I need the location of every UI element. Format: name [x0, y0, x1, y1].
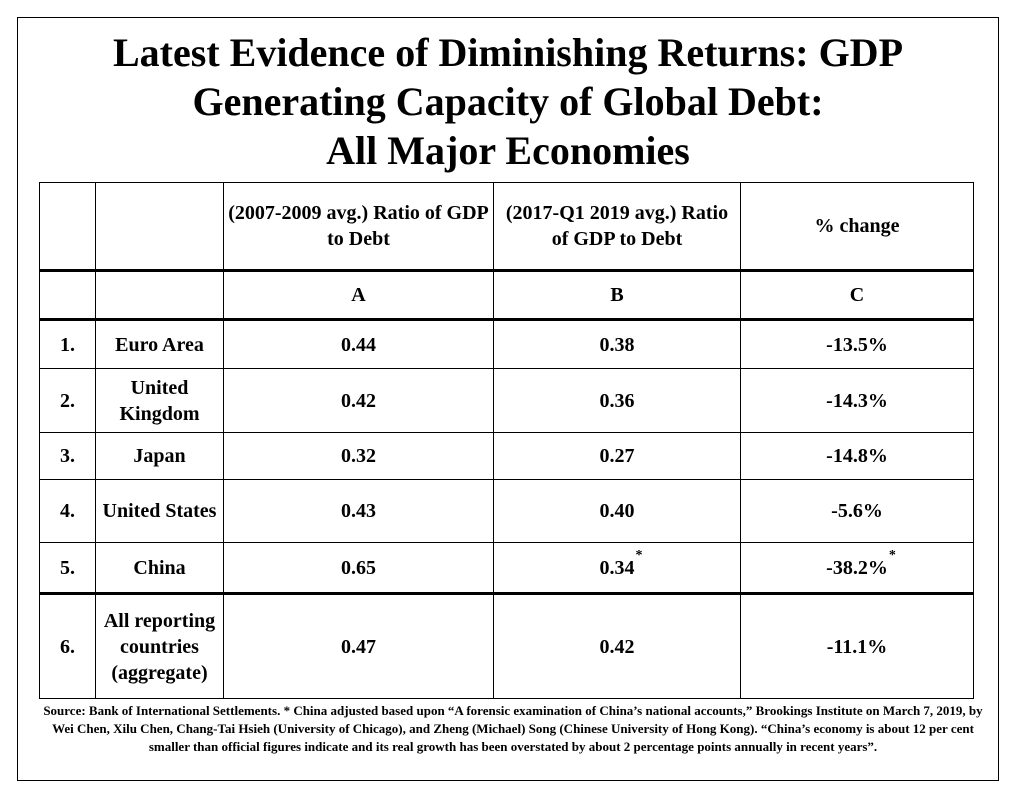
source-note: Source: Bank of International Settlement…: [43, 703, 983, 754]
table-row: 3. Japan 0.32 0.27 -14.8%: [39, 432, 974, 480]
value-c: -11.1%: [740, 593, 974, 699]
header-blank-country: [95, 182, 224, 272]
value-b: 0.27: [493, 432, 741, 480]
value-c: -5.6%: [740, 479, 974, 543]
title-line-1: Latest Evidence of Diminishing Returns: …: [113, 30, 903, 75]
table-row: 2. United Kingdom 0.42 0.36 -14.3%: [39, 368, 974, 433]
table-row: 1. Euro Area 0.44 0.38 -13.5%: [39, 319, 974, 369]
country-name: Japan: [95, 432, 224, 480]
header-blank-num: [39, 182, 96, 272]
letter-row: A B C: [39, 270, 974, 321]
value-b-starred: 0.34 *: [599, 548, 643, 579]
value-a: 0.44: [223, 319, 494, 369]
letter-blank-country: [95, 270, 224, 321]
row-number: 1.: [39, 319, 96, 369]
value-b: 0.34: [599, 556, 635, 579]
value-b: 0.36: [493, 368, 741, 433]
asterisk-mark: *: [888, 547, 896, 563]
value-c-starred: -38.2% *: [826, 548, 896, 579]
title-line-3: All Major Economies: [326, 128, 690, 173]
letter-b: B: [493, 270, 741, 321]
country-name: All reporting countries (aggregate): [95, 593, 224, 699]
value-c-cell: -38.2% *: [740, 542, 974, 595]
row-number: 5.: [39, 542, 96, 595]
value-a: 0.43: [223, 479, 494, 543]
header-row: (2007-2009 avg.) Ratio of GDP to Debt (2…: [39, 182, 974, 272]
value-b: 0.38: [493, 319, 741, 369]
page-title: Latest Evidence of Diminishing Returns: …: [17, 28, 999, 175]
table-row: 5. China 0.65 0.34 * -38.2% *: [39, 542, 974, 595]
row-number: 4.: [39, 479, 96, 543]
letter-blank-num: [39, 270, 96, 321]
row-number: 3.: [39, 432, 96, 480]
country-name: China: [95, 542, 224, 595]
page-frame: [17, 17, 999, 781]
header-col-a: (2007-2009 avg.) Ratio of GDP to Debt: [223, 182, 494, 272]
row-number: 2.: [39, 368, 96, 433]
value-b: 0.40: [493, 479, 741, 543]
table-row: 6. All reporting countries (aggregate) 0…: [39, 593, 974, 699]
letter-a: A: [223, 270, 494, 321]
value-c: -38.2%: [826, 556, 888, 579]
country-name: United Kingdom: [95, 368, 224, 433]
value-b-cell: 0.34 *: [493, 542, 741, 595]
value-a: 0.32: [223, 432, 494, 480]
gdp-debt-table: (2007-2009 avg.) Ratio of GDP to Debt (2…: [39, 182, 974, 699]
country-name: United States: [95, 479, 224, 543]
value-b: 0.42: [493, 593, 741, 699]
value-c: -13.5%: [740, 319, 974, 369]
value-a: 0.65: [223, 542, 494, 595]
value-c: -14.8%: [740, 432, 974, 480]
value-c: -14.3%: [740, 368, 974, 433]
header-col-c: % change: [740, 182, 974, 272]
letter-c: C: [740, 270, 974, 321]
value-a: 0.47: [223, 593, 494, 699]
table-row: 4. United States 0.43 0.40 -5.6%: [39, 479, 974, 543]
value-a: 0.42: [223, 368, 494, 433]
header-col-b: (2017-Q1 2019 avg.) Ratio of GDP to Debt: [493, 182, 741, 272]
title-line-2: Generating Capacity of Global Debt:: [192, 79, 824, 124]
row-number: 6.: [39, 593, 96, 699]
country-name: Euro Area: [95, 319, 224, 369]
asterisk-mark: *: [635, 547, 643, 563]
